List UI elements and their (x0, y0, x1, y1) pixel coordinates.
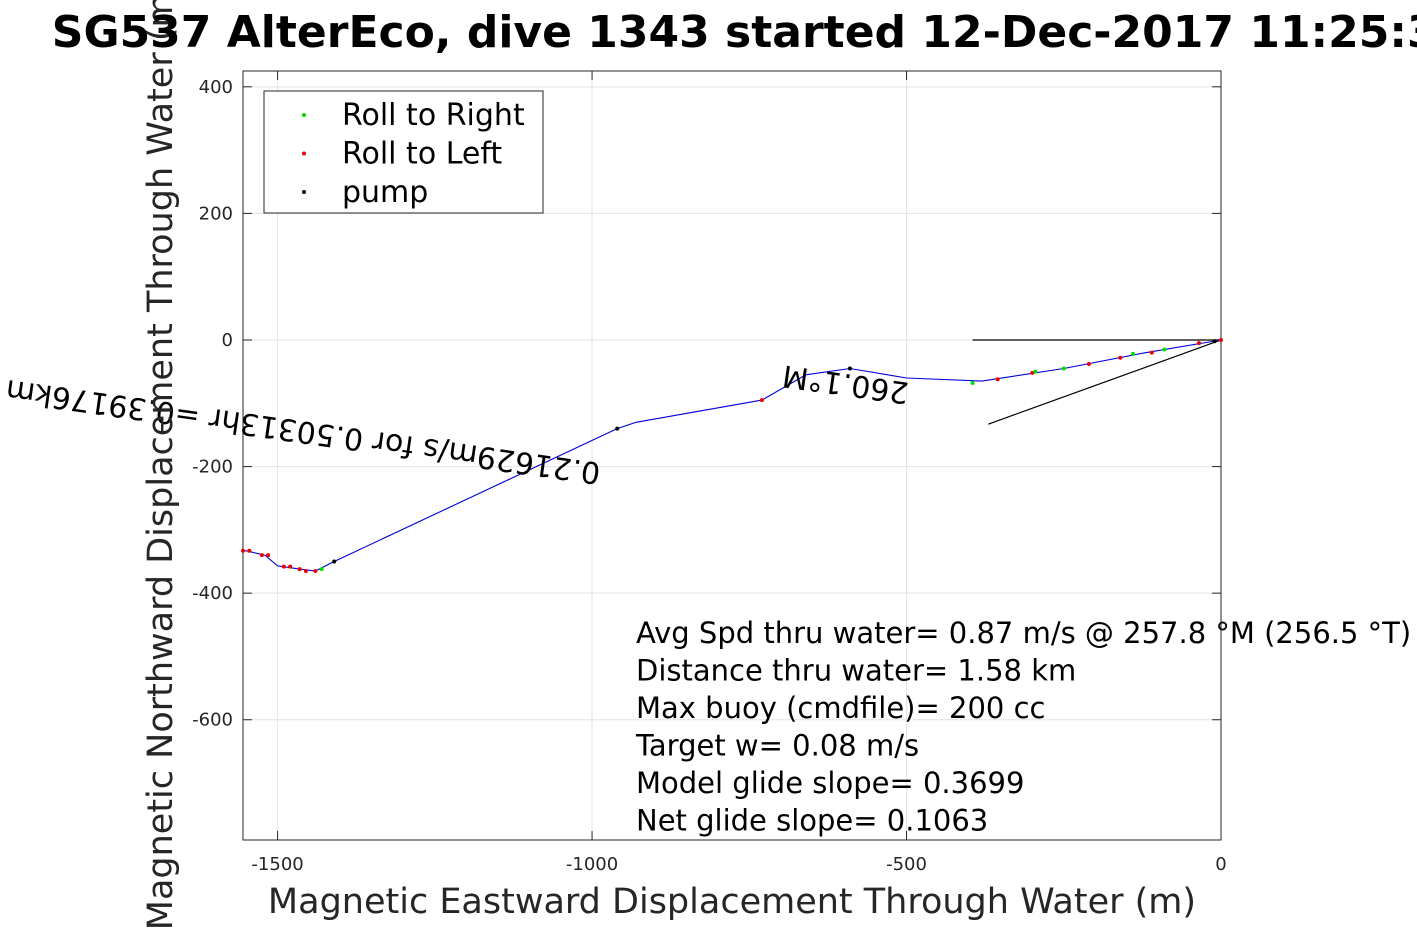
pump-point (615, 426, 620, 431)
legend-label: Roll to Right (342, 98, 525, 133)
pump-point (332, 559, 337, 564)
track-points (241, 337, 1223, 574)
axes-frame (242, 70, 1222, 841)
roll-left-point (241, 548, 245, 553)
roll-left-point (297, 567, 302, 572)
roll-left-point (247, 548, 252, 553)
legend-marker (302, 151, 306, 156)
roll-left-point (1149, 350, 1154, 355)
stats-line: Target w= 0.08 m/s (635, 729, 919, 763)
roll-left-point (759, 398, 764, 403)
roll-left-point (303, 569, 308, 574)
legend-label: Roll to Left (342, 137, 502, 172)
roll-left-point (1196, 341, 1201, 346)
stats-line: Avg Spd thru water= 0.87 m/s @ 257.8 °M … (636, 616, 1411, 650)
roll-left-point (1219, 337, 1223, 342)
roll-right-point (1033, 369, 1038, 374)
x-axis-title: Magnetic Eastward Displacement Through W… (268, 882, 1196, 922)
roll-left-point (281, 564, 286, 569)
y-tick-label: -400 (192, 583, 233, 604)
annotation-line (988, 339, 1222, 425)
roll-left-point (1118, 355, 1123, 360)
roll-left-point (1030, 370, 1035, 375)
legend-box (263, 90, 544, 214)
y-axis-title: Magnetic Northward Displacement Through … (141, 0, 181, 930)
legend-label: pump (342, 175, 428, 210)
roll-left-point (288, 564, 293, 569)
y-tick-label: 400 (199, 77, 233, 98)
x-tick-label: -1000 (566, 854, 618, 875)
roll-left-point (259, 553, 264, 558)
x-tick-label: -500 (886, 854, 927, 875)
track-line (243, 339, 1222, 572)
roll-left-point (266, 553, 271, 558)
y-tick-label: -600 (192, 710, 233, 731)
stats-line: Net glide slope= 0.1063 (636, 804, 988, 838)
roll-left-point (995, 377, 1000, 382)
roll-left-point (1086, 362, 1091, 367)
roll-right-point (319, 567, 324, 572)
roll-right-point (1162, 347, 1167, 352)
legend-marker (302, 113, 306, 117)
pump-point (1212, 339, 1217, 344)
roll-right-point (1130, 351, 1135, 356)
chart-title: SG537 AlterEco, dive 1343 started 12-Dec… (52, 7, 1417, 58)
stats-line: Max buoy (cmdfile)= 200 cc (636, 691, 1045, 725)
roll-right-point (970, 381, 975, 386)
axes-box (242, 70, 1222, 841)
stats-block: Avg Spd thru water= 0.87 m/s @ 257.8 °M … (635, 616, 1411, 838)
pump-point (847, 366, 852, 371)
annotation-lines (972, 339, 1222, 425)
x-tick-label: 0 (1215, 854, 1226, 875)
roll-left-point (313, 569, 318, 574)
stats-line: Model glide slope= 0.3699 (636, 766, 1024, 800)
x-tick-label: -1500 (251, 854, 303, 875)
roll-right-point (1061, 366, 1066, 371)
legend-marker (302, 190, 306, 194)
y-tick-label: -200 (192, 457, 233, 478)
ticks: -1500 -1000 -500 0 400 200 0 -200 -400 -600 (192, 71, 1227, 875)
y-tick-label: 200 (199, 203, 233, 224)
stats-line: Distance thru water= 1.58 km (636, 654, 1076, 688)
y-tick-label: 0 (222, 330, 233, 351)
